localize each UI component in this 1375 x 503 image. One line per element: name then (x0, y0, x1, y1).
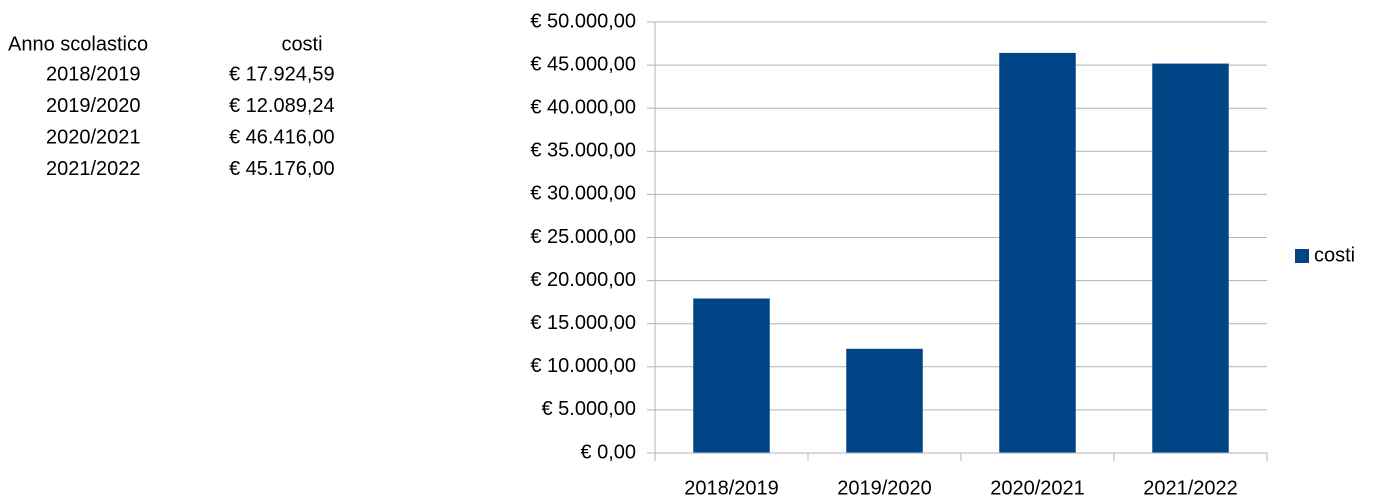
table-cell: 2018/2019 (46, 63, 141, 85)
legend-swatch (1295, 249, 1309, 263)
table-cell: € 46.416,00 (229, 126, 335, 148)
y-tick-label: € 25.000,00 (530, 226, 636, 248)
y-tick-label: € 0,00 (580, 441, 636, 463)
table-header: costi (281, 33, 322, 55)
x-tick-label: 2018/2019 (684, 477, 779, 498)
y-tick-label: € 20.000,00 (530, 269, 636, 291)
table-cell: 2019/2020 (46, 95, 141, 117)
table-cell: € 17.924,59 (229, 63, 335, 85)
bar (999, 52, 1076, 454)
y-tick-label: € 30.000,00 (530, 183, 636, 205)
x-tick-label: 2019/2020 (837, 477, 932, 498)
bar (1152, 63, 1229, 453)
y-tick-label: € 45.000,00 (530, 53, 636, 75)
bar (693, 298, 770, 453)
table-cell: € 12.089,24 (229, 95, 335, 117)
legend-label: costi (1314, 244, 1355, 266)
table-cell: 2021/2022 (46, 158, 141, 180)
y-tick-label: € 15.000,00 (530, 312, 636, 334)
table-cell: 2020/2021 (46, 126, 141, 148)
y-tick-label: € 5.000,00 (541, 398, 636, 420)
table-header: Anno scolastico (8, 33, 148, 55)
y-tick-label: € 10.000,00 (530, 355, 636, 377)
y-tick-label: € 50.000,00 (530, 10, 636, 32)
x-tick-label: 2021/2022 (1143, 477, 1238, 498)
y-tick-label: € 35.000,00 (530, 140, 636, 162)
bar (846, 348, 923, 453)
x-tick-label: 2020/2021 (990, 477, 1085, 498)
y-tick-label: € 40.000,00 (530, 96, 636, 118)
table-cell: € 45.176,00 (229, 158, 335, 180)
